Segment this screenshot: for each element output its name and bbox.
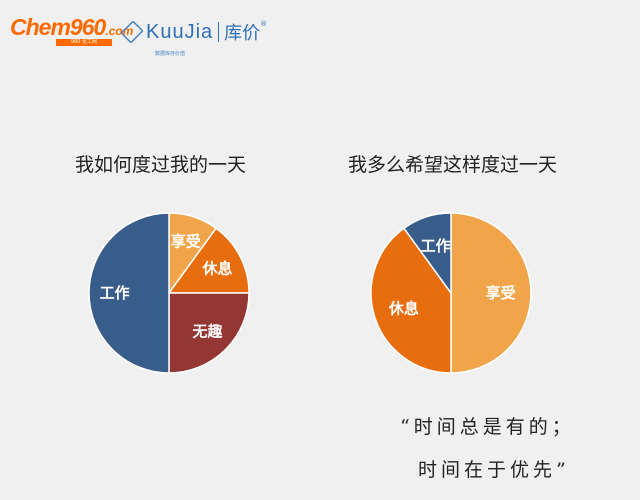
chem960-logo-initial: C	[10, 14, 27, 40]
kuujia-logo-text: KuuJia	[146, 21, 213, 44]
pie-slice-label: 享受	[486, 284, 516, 302]
chem960-logo[interactable]: Chem960.com 960 化工网	[10, 14, 133, 50]
kuujia-logo-separator	[218, 22, 220, 42]
pie-slice-label: 休息	[388, 299, 419, 317]
pie-slice	[450, 212, 532, 374]
pie-slice-label: 工作	[100, 284, 130, 302]
pie-slice	[88, 212, 170, 374]
kuujia-logo-cn: 库价	[224, 23, 261, 44]
registered-mark-icon: ®	[260, 20, 268, 28]
kuujia-logo[interactable]: KuuJia 库价 ®	[120, 14, 268, 50]
kuujia-logo-brand: uuJia	[160, 20, 214, 43]
quote-line-2: 时间在于优先”	[418, 459, 570, 481]
pie-slice-label: 无趣	[191, 322, 223, 340]
header: Chem960.com 960 化工网 KuuJia 库价 ® 数据库存价值	[10, 14, 268, 57]
pie-slice	[370, 227, 452, 374]
pie-slice	[167, 227, 250, 294]
quote-line-1: “时间总是有的；	[400, 416, 575, 438]
chem960-logo-subtitle: 960 化工网	[56, 39, 112, 46]
left-chart-title: 我如何度过我的一天	[75, 154, 247, 176]
right-chart-title: 我多么希望这样度过一天	[348, 154, 558, 176]
pie-slice-label: 工作	[421, 237, 451, 255]
chem960-logo-text: Chem960.com	[10, 14, 133, 44]
kuujia-logo-initial: K	[146, 20, 161, 43]
chem960-logo-brand: hem960	[25, 14, 107, 40]
pie-slice-label: 享受	[171, 232, 201, 250]
kuujia-logo-subtitle: 数据库存价值	[155, 51, 186, 57]
chem960-logo-domain: .com	[105, 24, 134, 38]
pie-slice-label: 休息	[201, 259, 232, 277]
pie-slice	[168, 292, 250, 374]
pie-slice	[402, 212, 452, 296]
